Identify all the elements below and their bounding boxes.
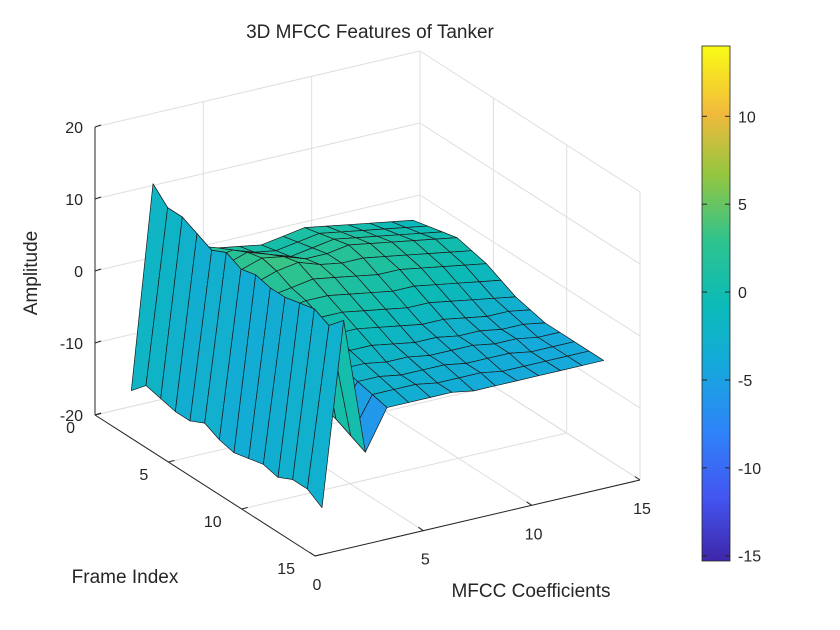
y-axis-line [94, 414, 316, 557]
grid-line-y-floor [241, 432, 567, 510]
z-tick-label: -20 [60, 408, 83, 425]
grid-line-z [94, 50, 641, 193]
surface-patch [306, 320, 345, 509]
x-tick-mark [418, 526, 424, 532]
y-tick-mark [168, 460, 175, 463]
x-tick-mark [309, 552, 316, 557]
z-axis-label: Amplitude [21, 231, 42, 316]
z-tick-label: -10 [60, 336, 83, 353]
x-axis-line [314, 479, 641, 557]
y-tick-mark [241, 507, 248, 510]
x-tick-label: 10 [525, 526, 543, 543]
y-tick-mark [94, 413, 102, 416]
y-tick-label: 10 [204, 514, 222, 531]
surface-plot [130, 183, 605, 509]
z-tick-label: 10 [65, 192, 83, 209]
y-tick-label: 15 [277, 561, 295, 578]
y-tick-label: 5 [139, 467, 148, 484]
y-tick-label: 0 [66, 420, 75, 437]
z-tick-label: 20 [65, 120, 83, 137]
colorbar-gradient [701, 45, 731, 562]
x-tick-label: 15 [633, 501, 651, 518]
z-tick-mark [94, 340, 102, 344]
x-tick-mark [526, 501, 532, 506]
colorbar: -15 -10 -5 0 5 10 [701, 45, 761, 566]
x-axis-label: MFCC Coefficients [451, 581, 610, 602]
z-tick-label: 0 [74, 264, 83, 281]
colorbar-tick-label: -5 [738, 373, 752, 390]
y-tick-mark [314, 554, 322, 557]
colorbar-tick-label: 0 [738, 285, 747, 302]
colorbar-ticks: -15 -10 -5 0 5 10 [702, 109, 761, 566]
colorbar-tick-label: 5 [738, 197, 747, 214]
x-tick-label: 0 [313, 577, 322, 594]
chart-title: 3D MFCC Features of Tanker [246, 22, 494, 43]
x-tick-label: 5 [421, 552, 430, 569]
z-tick-mark [94, 124, 102, 128]
axis-ticks: -20 -10 0 10 20 0 5 10 15 0 5 10 15 [60, 120, 651, 594]
y-axis-label: Frame Index [72, 567, 179, 588]
z-tick-mark [94, 268, 102, 272]
z-tick-mark [94, 196, 102, 200]
colorbar-tick-label: -10 [738, 461, 761, 478]
colorbar-tick-label: -15 [738, 549, 761, 566]
x-tick-mark [634, 476, 641, 481]
colorbar-tick-label: 10 [738, 109, 756, 126]
